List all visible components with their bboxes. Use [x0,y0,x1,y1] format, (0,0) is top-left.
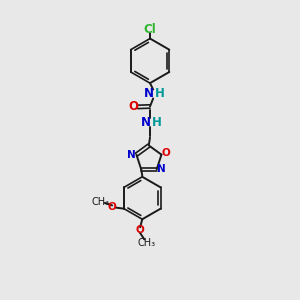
Text: H: H [152,116,162,129]
Text: O: O [162,148,170,158]
Text: N: N [144,87,154,100]
Text: CH₃: CH₃ [92,196,110,207]
Text: N: N [127,150,136,160]
Text: CH₃: CH₃ [138,238,156,248]
Text: H: H [155,87,165,100]
Text: O: O [135,225,144,235]
Text: N: N [141,116,151,129]
Text: O: O [108,202,117,212]
Text: Cl: Cl [144,23,156,36]
Text: O: O [128,100,138,113]
Text: N: N [158,164,166,174]
